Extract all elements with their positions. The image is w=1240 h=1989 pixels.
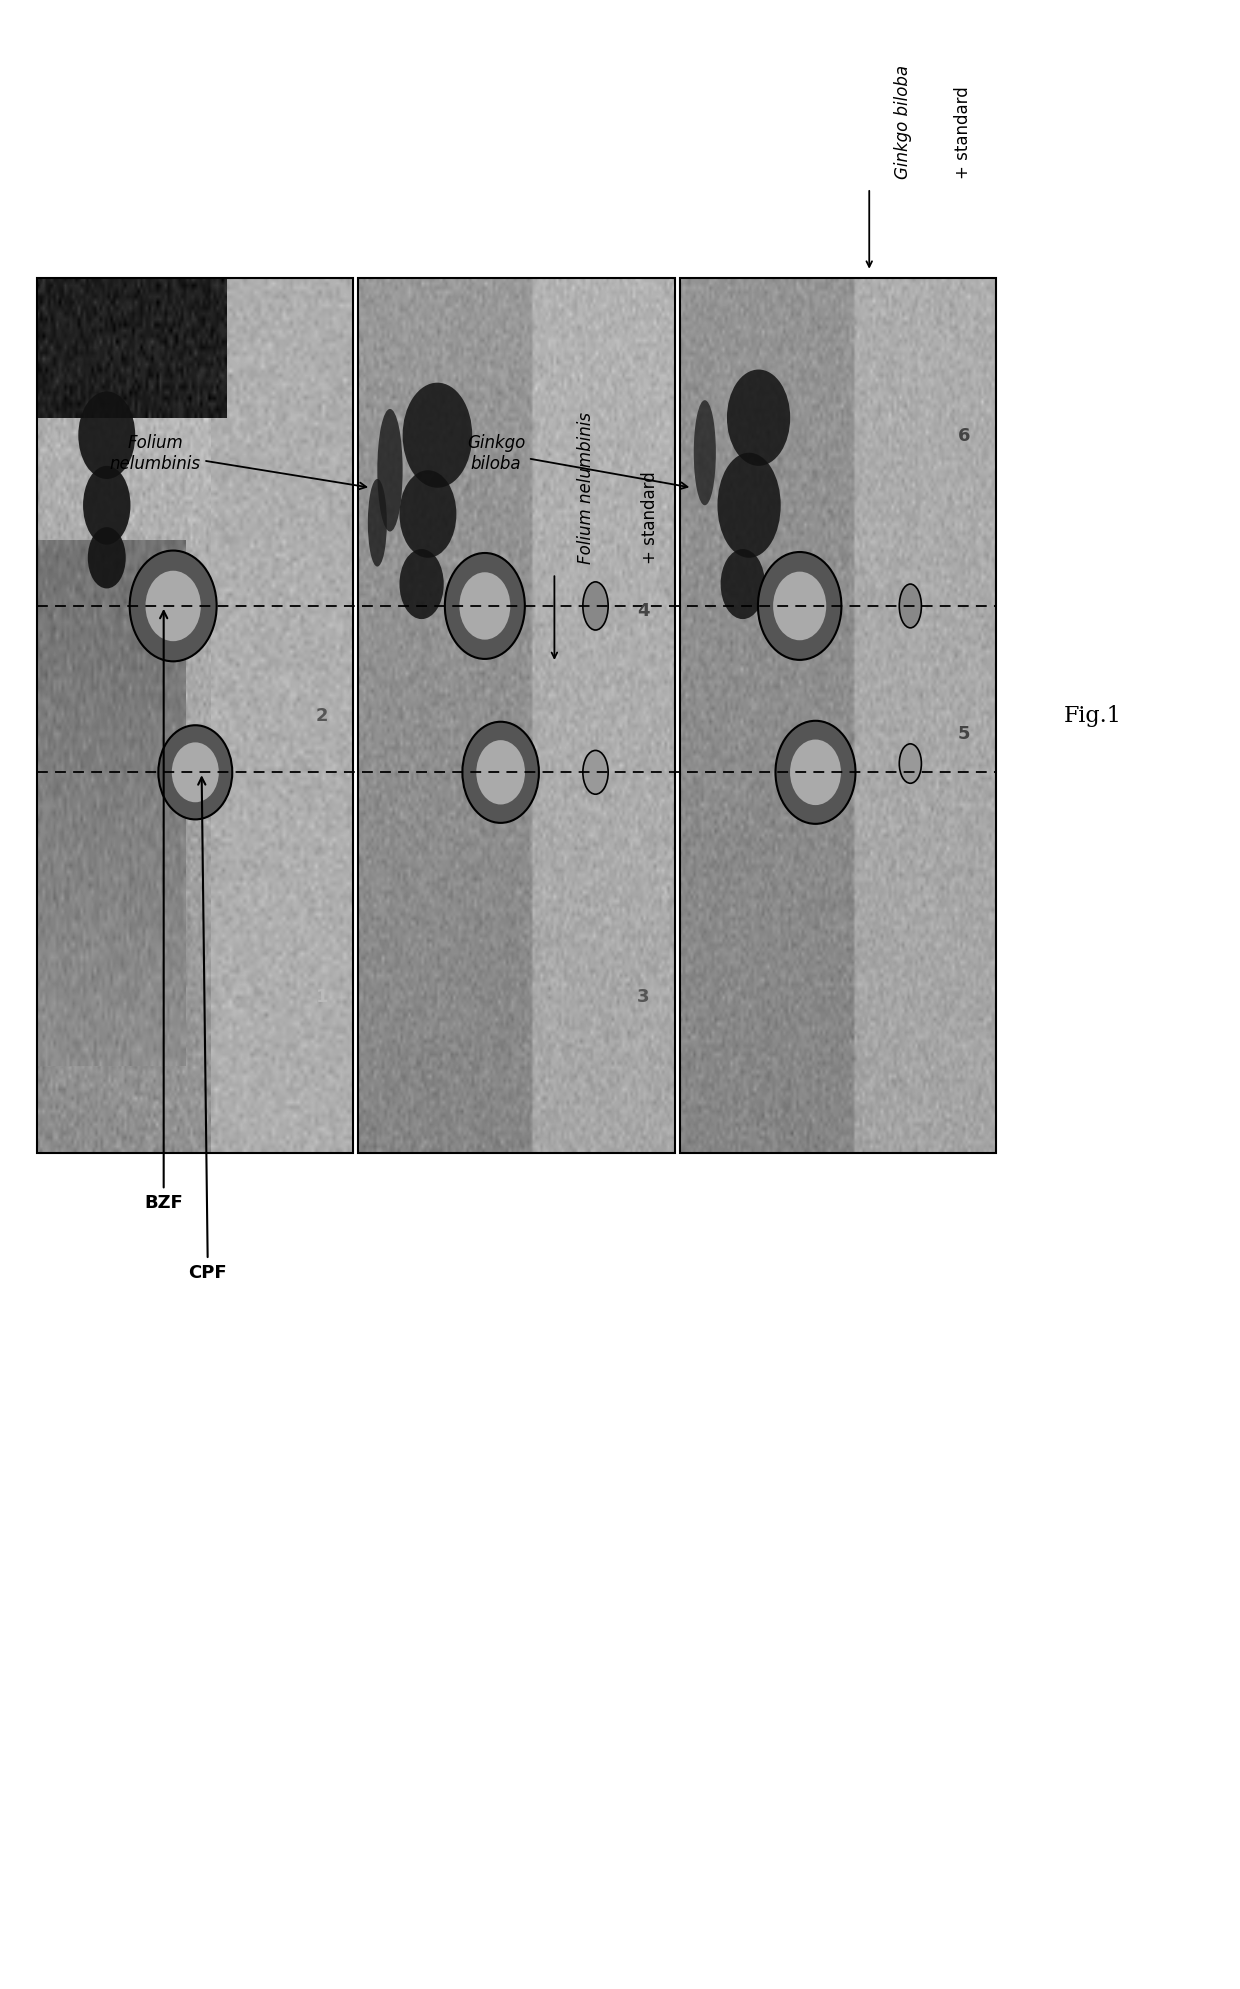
Text: Fig.1: Fig.1: [1064, 704, 1122, 728]
Text: Ginkgo
biloba: Ginkgo biloba: [467, 434, 687, 489]
Bar: [37, 278, 353, 1154]
Ellipse shape: [368, 479, 387, 567]
Ellipse shape: [899, 585, 921, 629]
Ellipse shape: [83, 467, 130, 545]
Ellipse shape: [583, 583, 608, 631]
Ellipse shape: [172, 744, 218, 804]
Ellipse shape: [159, 726, 232, 819]
Ellipse shape: [727, 370, 790, 467]
Ellipse shape: [720, 549, 765, 621]
Ellipse shape: [130, 551, 217, 662]
Ellipse shape: [145, 571, 201, 642]
Text: Ginkgo biloba: Ginkgo biloba: [894, 66, 913, 179]
Ellipse shape: [399, 549, 444, 621]
Text: 3: 3: [636, 987, 650, 1004]
Ellipse shape: [88, 527, 125, 589]
Bar: [358, 278, 675, 1154]
Ellipse shape: [459, 573, 511, 640]
Ellipse shape: [78, 392, 135, 479]
Text: CPF: CPF: [188, 778, 227, 1281]
Ellipse shape: [899, 744, 921, 784]
Text: Folium nelumbinis: Folium nelumbinis: [577, 412, 595, 565]
Text: 5: 5: [957, 724, 971, 742]
Ellipse shape: [445, 553, 525, 660]
Ellipse shape: [790, 740, 841, 806]
Ellipse shape: [377, 410, 403, 533]
Text: 2: 2: [315, 706, 329, 726]
Text: + standard: + standard: [954, 86, 972, 179]
Ellipse shape: [399, 471, 456, 559]
Text: BZF: BZF: [144, 613, 184, 1211]
Text: Folium
nelumbinis: Folium nelumbinis: [109, 434, 366, 489]
Bar: [680, 278, 996, 1154]
Ellipse shape: [693, 402, 715, 505]
Text: 1: 1: [315, 987, 329, 1004]
Ellipse shape: [403, 384, 472, 489]
Ellipse shape: [718, 453, 781, 559]
Ellipse shape: [773, 573, 826, 640]
Ellipse shape: [476, 740, 525, 806]
Text: 4: 4: [636, 603, 650, 621]
Ellipse shape: [463, 722, 539, 823]
Ellipse shape: [758, 553, 842, 660]
Text: + standard: + standard: [641, 471, 660, 565]
Ellipse shape: [583, 752, 608, 796]
Ellipse shape: [775, 722, 856, 823]
Text: 6: 6: [957, 428, 971, 446]
